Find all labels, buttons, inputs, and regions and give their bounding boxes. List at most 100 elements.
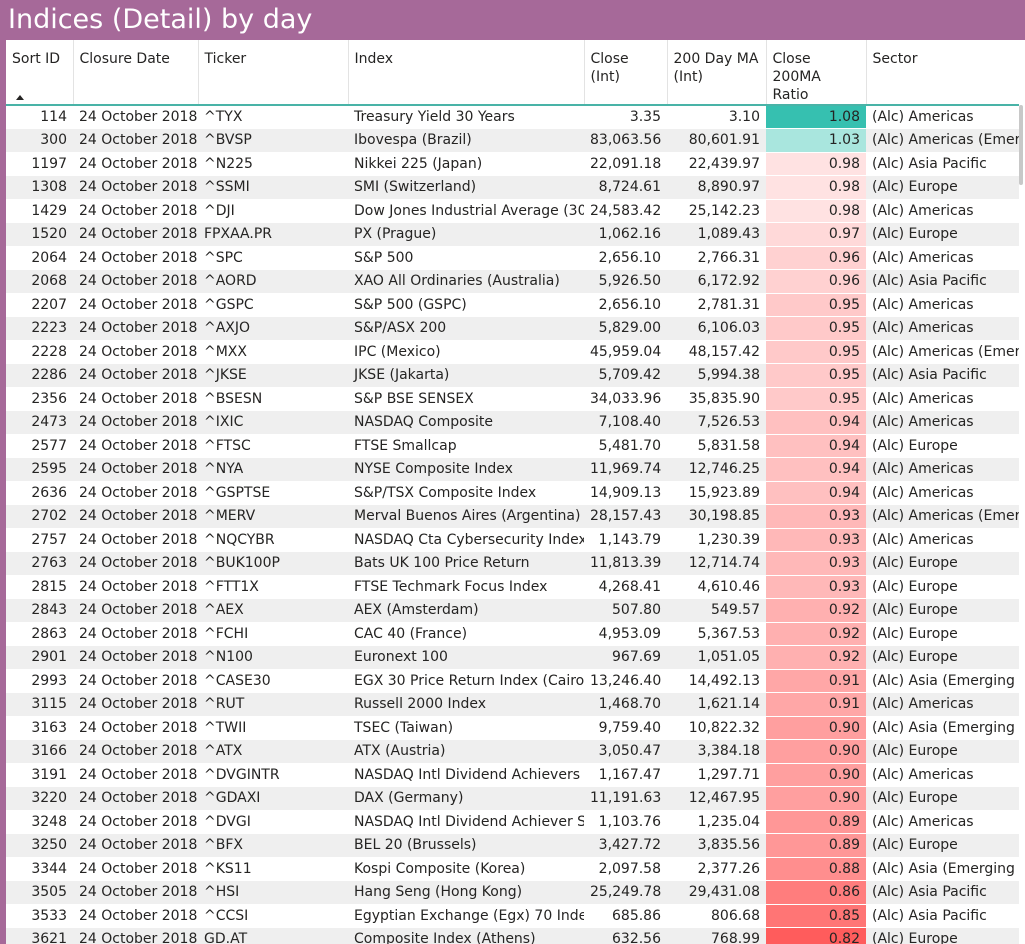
column-header-sort-id[interactable]: Sort ID [6, 40, 73, 106]
cell-ma: 1,621.14 [667, 692, 766, 717]
table-row[interactable]: 2577 24 October 2018 ^FTSC FTSE Smallcap 5,4… [6, 434, 1019, 458]
table-row[interactable]: 3163 24 October 2018 ^TWII TSEC (Taiwan) 9,7… [6, 716, 1019, 740]
cell-ticker: GD.AT [198, 927, 348, 944]
table-row[interactable]: 2356 24 October 2018 ^BSESN S&P BSE SENSEX 3… [6, 387, 1019, 411]
table-row[interactable]: 2286 24 October 2018 ^JKSE JKSE (Jakarta) 5,… [6, 363, 1019, 388]
cell-ma: 29,431.08 [667, 880, 766, 905]
cell-index: Composite Index (Athens) [348, 927, 584, 944]
table-row[interactable]: 3621 24 October 2018 GD.AT Composite Index … [6, 927, 1019, 944]
cell-close: 8,724.61 [584, 175, 667, 200]
cell-close: 5,709.42 [584, 363, 667, 388]
cell-index: S&P/ASX 200 [348, 316, 584, 341]
cell-ma: 2,781.31 [667, 293, 766, 317]
table-row[interactable]: 2757 24 October 2018 ^NQCYBR NASDAQ Cta Cyb… [6, 528, 1019, 552]
cell-date: 24 October 2018 [73, 645, 198, 670]
table-row[interactable]: 2228 24 October 2018 ^MXX IPC (Mexico) 45,95… [6, 340, 1019, 364]
cell-sector: (Alc) Americas [866, 528, 1019, 552]
table-row[interactable]: 2901 24 October 2018 ^N100 Euronext 100 967.… [6, 645, 1019, 670]
cell-sort-id: 2702 [6, 504, 73, 529]
column-header-sector[interactable]: Sector [865, 40, 1019, 106]
cell-sector: (Alc) Europe [866, 833, 1019, 858]
cell-ratio: 0.98 [766, 152, 866, 176]
cell-ma: 1,297.71 [667, 763, 766, 787]
table-row[interactable]: 3344 24 October 2018 ^KS11 Kospi Composite … [6, 857, 1019, 881]
column-header-index[interactable]: Index [347, 40, 584, 106]
cell-close: 3.35 [584, 105, 667, 129]
table-row[interactable]: 2993 24 October 2018 ^CASE30 EGX 30 Price R… [6, 669, 1019, 693]
vertical-scrollbar[interactable] [1019, 40, 1025, 944]
table-row[interactable]: 1197 24 October 2018 ^N225 Nikkei 225 (Japa… [6, 152, 1019, 176]
table-row[interactable]: 2763 24 October 2018 ^BUK100P Bats UK 100 P… [6, 551, 1019, 576]
table-row[interactable]: 2223 24 October 2018 ^AXJO S&P/ASX 200 5,829… [6, 316, 1019, 341]
column-header-close[interactable]: Close (Int) [583, 40, 667, 106]
cell-ma: 30,198.85 [667, 504, 766, 529]
table-row[interactable]: 1429 24 October 2018 ^DJI Dow Jones Industr… [6, 199, 1019, 223]
table-row[interactable]: 2815 24 October 2018 ^FTT1X FTSE Techmark F… [6, 575, 1019, 599]
table-row[interactable]: 2636 24 October 2018 ^GSPTSE S&P/TSX Compos… [6, 481, 1019, 505]
table-row[interactable]: 2595 24 October 2018 ^NYA NYSE Composite In… [6, 457, 1019, 482]
cell-ticker: ^CASE30 [198, 669, 348, 693]
table-row[interactable]: 2843 24 October 2018 ^AEX AEX (Amsterdam) 50… [6, 598, 1019, 623]
cell-sort-id: 3115 [6, 692, 73, 717]
cell-index: Treasury Yield 30 Years [348, 105, 584, 129]
table-row[interactable]: 3115 24 October 2018 ^RUT Russell 2000 Inde… [6, 692, 1019, 717]
cell-date: 24 October 2018 [73, 316, 198, 341]
column-header-ticker[interactable]: Ticker [197, 40, 348, 106]
cell-sort-id: 2223 [6, 316, 73, 341]
cell-sector: (Alc) Europe [866, 222, 1019, 247]
table-row[interactable]: 300 24 October 2018 ^BVSP Ibovespa (Brazil)… [6, 128, 1019, 153]
table-row[interactable]: 3166 24 October 2018 ^ATX ATX (Austria) 3,05… [6, 739, 1019, 764]
table-row[interactable]: 114 24 October 2018 ^TYX Treasury Yield 30 … [6, 105, 1019, 129]
cell-index: BEL 20 (Brussels) [348, 833, 584, 858]
cell-ma: 6,172.92 [667, 269, 766, 294]
table-row[interactable]: 3220 24 October 2018 ^GDAXI DAX (Germany) 11… [6, 786, 1019, 811]
cell-ratio: 0.92 [766, 645, 866, 670]
cell-ma: 80,601.91 [667, 128, 766, 153]
table-row[interactable]: 2473 24 October 2018 ^IXIC NASDAQ Composite… [6, 410, 1019, 435]
indices-table-container[interactable]: Sort ID Closure Date Ticker Index Close … [6, 40, 1019, 944]
table-row[interactable]: 2702 24 October 2018 ^MERV Merval Buenos Ai… [6, 504, 1019, 529]
column-header-closure-date[interactable]: Closure Date [72, 40, 198, 106]
table-row[interactable]: 3248 24 October 2018 ^DVGI NASDAQ Intl Divi… [6, 810, 1019, 834]
table-row[interactable]: 3533 24 October 2018 ^CCSI Egyptian Exchang… [6, 904, 1019, 928]
cell-ratio: 0.89 [766, 833, 866, 858]
table-row[interactable]: 2207 24 October 2018 ^GSPC S&P 500 (GSPC) 2,… [6, 293, 1019, 317]
column-header-ratio[interactable]: Close 200MA Ratio [765, 40, 866, 106]
cell-sector: (Alc) Americas [866, 293, 1019, 317]
cell-date: 24 October 2018 [73, 363, 198, 388]
cell-ticker: ^BVSP [198, 128, 348, 153]
cell-ratio: 0.93 [766, 528, 866, 552]
cell-date: 24 October 2018 [73, 810, 198, 834]
cell-ticker: ^ATX [198, 739, 348, 764]
sort-ascending-icon [16, 95, 24, 100]
table-row[interactable]: 3505 24 October 2018 ^HSI Hang Seng (Hong K… [6, 880, 1019, 905]
cell-index: SMI (Switzerland) [348, 175, 584, 200]
cell-date: 24 October 2018 [73, 927, 198, 944]
cell-close: 4,953.09 [584, 622, 667, 646]
cell-sort-id: 3191 [6, 763, 73, 787]
table-row[interactable]: 1520 24 October 2018 FPXAA.PR PX (Prague) 1,… [6, 222, 1019, 247]
cell-date: 24 October 2018 [73, 457, 198, 482]
table-row[interactable]: 3250 24 October 2018 ^BFX BEL 20 (Brussels)… [6, 833, 1019, 858]
cell-sector: (Alc) Asia Pacific [866, 152, 1019, 176]
table-row[interactable]: 3191 24 October 2018 ^DVGINTR NASDAQ Intl D… [6, 763, 1019, 787]
cell-sector: (Alc) Americas [866, 316, 1019, 341]
cell-date: 24 October 2018 [73, 340, 198, 364]
cell-ma: 1,230.39 [667, 528, 766, 552]
cell-ratio: 0.96 [766, 246, 866, 270]
cell-ticker: ^MXX [198, 340, 348, 364]
table-row[interactable]: 2863 24 October 2018 ^FCHI CAC 40 (France) 4… [6, 622, 1019, 646]
cell-index: NYSE Composite Index [348, 457, 584, 482]
scrollbar-thumb[interactable] [1019, 105, 1023, 185]
column-header-200-day-ma[interactable]: 200 Day MA (Int) [666, 40, 766, 106]
table-row[interactable]: 2068 24 October 2018 ^AORD XAO All Ordinari… [6, 269, 1019, 294]
table-row[interactable]: 2064 24 October 2018 ^SPC S&P 500 2,656.10 2,… [6, 246, 1019, 270]
cell-ratio: 0.95 [766, 340, 866, 364]
cell-close: 9,759.40 [584, 716, 667, 740]
cell-close: 24,583.42 [584, 199, 667, 223]
cell-ma: 3,384.18 [667, 739, 766, 764]
table-row[interactable]: 1308 24 October 2018 ^SSMI SMI (Switzerland… [6, 175, 1019, 200]
cell-sector: (Alc) Europe [866, 786, 1019, 811]
cell-ticker: ^BUK100P [198, 551, 348, 576]
cell-close: 28,157.43 [584, 504, 667, 529]
